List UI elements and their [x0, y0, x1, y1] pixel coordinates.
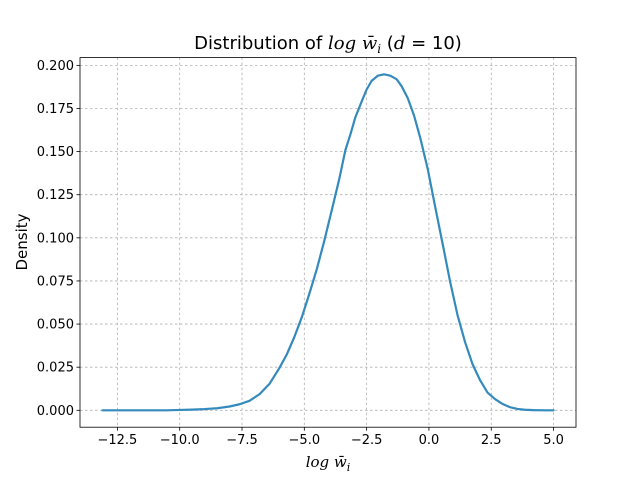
chart-title-math: log w̄	[328, 33, 378, 54]
y-tick-label: 0.125	[37, 188, 74, 203]
y-tick-label: 0.050	[37, 318, 74, 333]
chart-title-paren-open: (	[381, 33, 394, 54]
x-tick-label: 5.0	[543, 433, 564, 448]
y-tick-label: 0.075	[37, 274, 74, 289]
y-axis-label: Density	[13, 213, 31, 270]
y-tick-label: 0.100	[37, 231, 74, 246]
y-tick-label: 0.150	[37, 145, 74, 160]
chart-title-paren-math: d	[394, 33, 406, 54]
x-axis-ticks: −12.5 −10.0 −7.5 −5.0 −2.5 0.0 2.5 5.0	[97, 427, 564, 448]
x-tick-label: −10.0	[160, 433, 200, 448]
x-axis-label: log w̄i	[306, 453, 351, 474]
chart-title-math-sub: i	[377, 42, 381, 56]
x-gridlines	[116, 57, 554, 428]
y-axis-ticks: 0.000 0.025 0.050 0.075 0.100 0.125 0.150 0.175…	[37, 59, 80, 419]
chart-title: Distribution of log w̄i (d = 10)	[194, 33, 462, 56]
plot-frame	[79, 57, 577, 428]
y-tick-label: 0.200	[37, 59, 74, 74]
x-axis-label-sub: i	[347, 461, 351, 474]
density-series-line	[101, 73, 555, 412]
x-tick-label: 2.5	[481, 433, 502, 448]
x-tick-label: −7.5	[226, 433, 258, 448]
x-tick-label: −5.0	[289, 433, 321, 448]
x-tick-label: −2.5	[351, 433, 383, 448]
y-tick-label: 0.025	[37, 361, 74, 376]
plot-area	[80, 57, 576, 428]
series-layer	[101, 73, 555, 412]
x-tick-label: 0.0	[419, 433, 440, 448]
x-tick-label: −12.5	[97, 433, 137, 448]
y-tick-label: 0.175	[37, 102, 74, 117]
chart-title-paren-rest: = 10)	[405, 33, 461, 54]
y-tick-label: 0.000	[37, 404, 74, 419]
chart-title-prefix: Distribution of	[194, 33, 328, 54]
x-axis-label-math: log w̄	[306, 453, 347, 471]
